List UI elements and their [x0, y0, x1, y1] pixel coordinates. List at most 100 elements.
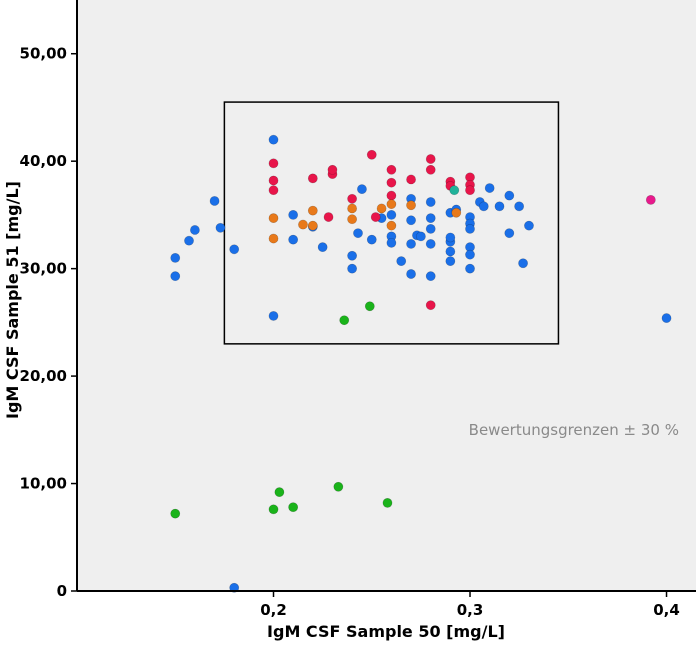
- y-tick-label: 0: [57, 582, 67, 600]
- y-tick-label: 40,00: [20, 152, 67, 170]
- data-point: [396, 256, 407, 267]
- y-tick-label: 50,00: [20, 45, 67, 63]
- data-point: [504, 190, 515, 201]
- data-point: [307, 205, 318, 216]
- data-point: [645, 194, 656, 205]
- data-point: [406, 200, 416, 211]
- data-point: [376, 203, 387, 214]
- data-point: [524, 220, 534, 231]
- data-point: [274, 487, 285, 498]
- data-point: [268, 134, 279, 145]
- data-point: [445, 232, 456, 243]
- data-point: [190, 225, 200, 235]
- data-point: [268, 233, 279, 244]
- x-ticks: 0,2 0,3 0,4: [260, 591, 680, 619]
- data-points: [170, 134, 672, 593]
- data-point: [382, 497, 393, 508]
- data-point: [357, 184, 367, 195]
- data-point: [386, 220, 397, 231]
- data-point: [484, 183, 495, 193]
- data-point: [347, 193, 358, 204]
- data-point: [386, 177, 397, 188]
- data-point: [425, 197, 436, 207]
- data-point: [386, 199, 397, 210]
- data-point: [445, 246, 456, 257]
- data-point: [288, 502, 299, 513]
- data-point: [370, 212, 381, 222]
- data-point: [504, 228, 515, 239]
- data-point: [170, 252, 181, 263]
- x-axis-label: IgM CSF Sample 50 [mg/L]: [267, 622, 505, 641]
- y-tick-label: 30,00: [20, 260, 67, 278]
- data-point: [465, 263, 475, 274]
- data-point: [347, 250, 358, 261]
- data-point: [514, 201, 525, 212]
- data-point: [661, 313, 672, 323]
- data-point: [327, 164, 338, 175]
- data-point: [465, 249, 475, 260]
- data-point: [209, 196, 220, 206]
- evaluation-limits-annotation: Bewertungsgrenzen ± 30 %: [469, 421, 679, 439]
- data-point: [333, 481, 344, 492]
- data-point: [307, 220, 318, 231]
- data-point: [425, 271, 436, 282]
- data-point: [366, 149, 377, 160]
- data-point: [268, 175, 279, 186]
- data-point: [406, 215, 416, 226]
- data-point: [425, 164, 436, 175]
- y-axis-label: IgM CSF Sample 51 [mg/L]: [3, 181, 22, 419]
- data-point: [425, 300, 436, 311]
- data-point: [386, 237, 397, 248]
- data-point: [288, 234, 299, 245]
- y-tick-label: 20,00: [20, 367, 67, 385]
- data-point: [170, 508, 181, 519]
- data-point: [288, 210, 299, 220]
- data-point: [465, 223, 475, 234]
- data-point: [364, 301, 375, 312]
- data-point: [494, 201, 505, 212]
- data-point: [323, 212, 334, 222]
- data-point: [445, 256, 456, 267]
- x-tick-label: 0,4: [653, 601, 680, 619]
- y-ticks: 0 10,00 20,00 30,00 40,00 50,00: [20, 45, 77, 600]
- data-point: [229, 244, 240, 255]
- data-point: [215, 222, 226, 233]
- data-point: [518, 258, 528, 269]
- data-point: [268, 158, 279, 169]
- data-point: [353, 228, 363, 239]
- x-tick-label: 0,3: [457, 601, 484, 619]
- data-point: [307, 173, 318, 184]
- data-point: [170, 271, 181, 282]
- data-point: [451, 207, 462, 218]
- data-point: [425, 239, 436, 249]
- data-point: [425, 213, 436, 224]
- data-point: [415, 231, 426, 242]
- data-point: [449, 185, 460, 196]
- data-point: [184, 235, 194, 246]
- data-point: [347, 263, 358, 274]
- data-point: [406, 174, 416, 185]
- y-tick-label: 10,00: [20, 475, 67, 493]
- data-point: [386, 164, 397, 175]
- data-point: [386, 210, 397, 220]
- data-point: [347, 203, 358, 214]
- data-point: [425, 223, 436, 234]
- x-tick-label: 0,2: [260, 601, 287, 619]
- data-point: [425, 154, 436, 164]
- evaluation-box: [223, 101, 560, 345]
- data-point: [268, 504, 279, 515]
- data-point: [366, 234, 377, 245]
- data-point: [465, 185, 475, 196]
- data-point: [298, 219, 308, 230]
- data-point: [317, 242, 328, 253]
- data-point: [339, 315, 350, 326]
- plot-area: [77, 0, 696, 591]
- data-point: [268, 185, 279, 196]
- data-point: [406, 269, 416, 279]
- data-point: [268, 311, 279, 321]
- data-point: [386, 190, 397, 201]
- data-point: [406, 239, 416, 249]
- data-point: [478, 201, 489, 212]
- data-point: [347, 214, 358, 225]
